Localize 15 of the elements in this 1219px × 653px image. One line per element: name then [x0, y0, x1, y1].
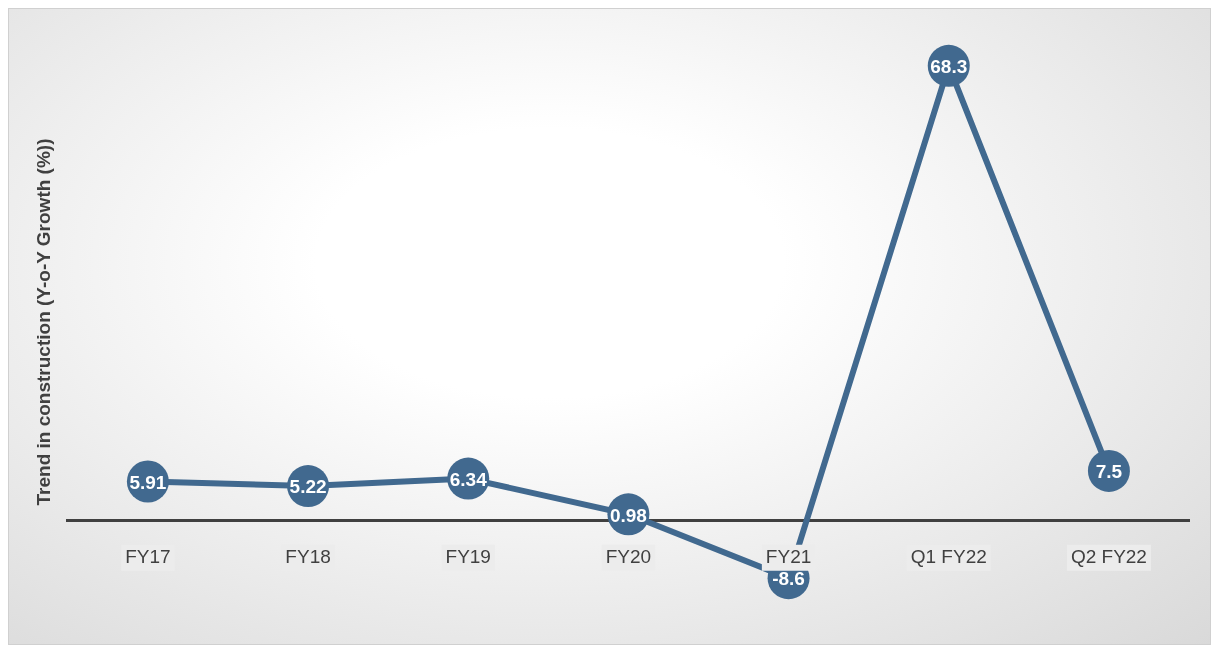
- y-axis-title: Trend in construction (Y-o-Y Growth (%)): [32, 138, 54, 506]
- data-label: 0.98: [609, 504, 647, 526]
- data-label: 6.34: [449, 468, 488, 490]
- x-tick-label: FY17: [125, 546, 171, 568]
- x-tick-label: Q1 FY22: [910, 546, 987, 568]
- x-tick-label: FY19: [445, 546, 491, 568]
- data-label: 68.3: [930, 56, 968, 78]
- data-label: -8.6: [772, 568, 805, 590]
- x-tick-label: FY18: [285, 546, 331, 568]
- x-tick-label: FY20: [605, 546, 652, 568]
- x-tick-label: FY21: [765, 546, 812, 568]
- x-tick-label: Q2 FY22: [1070, 546, 1147, 568]
- data-label: 7.5: [1095, 461, 1123, 483]
- data-label: 5.22: [289, 476, 327, 498]
- data-label: 5.91: [129, 471, 167, 493]
